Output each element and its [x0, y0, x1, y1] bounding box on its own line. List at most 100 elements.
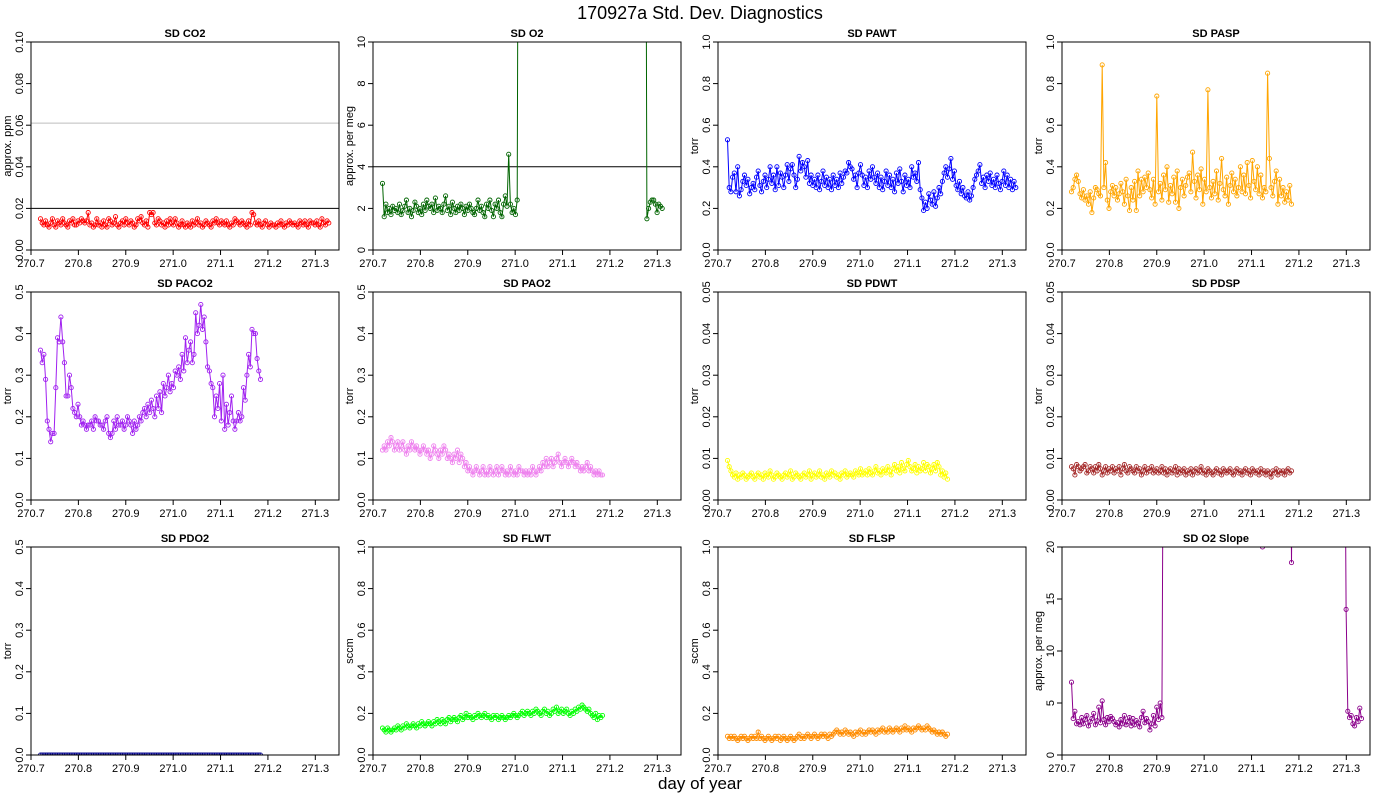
data-point: [116, 752, 122, 755]
data-point: [791, 172, 797, 178]
data-point: [247, 752, 253, 755]
data-point: [43, 752, 49, 755]
data-point: [278, 218, 284, 224]
data-point: [136, 752, 142, 755]
y-tick-label: 0.6: [701, 623, 713, 638]
data-point: [752, 187, 758, 193]
data-point: [502, 472, 508, 478]
y-tick-label: 0.2: [14, 409, 26, 424]
series-line: [727, 139, 1017, 211]
data-point: [1103, 722, 1109, 728]
data-point: [51, 752, 57, 755]
data-point: [257, 376, 264, 382]
data-point: [383, 447, 389, 453]
data-point: [70, 752, 76, 755]
series-line: [1345, 547, 1362, 728]
data-point: [211, 414, 218, 420]
data-point: [41, 222, 47, 228]
y-tick-label: 6: [356, 122, 368, 128]
data-point: [87, 752, 93, 755]
data-point: [492, 468, 498, 474]
data-point: [1254, 164, 1260, 170]
data-point: [235, 752, 241, 755]
data-point: [189, 752, 195, 755]
data-point: [85, 752, 91, 755]
y-tick-label: 1.0: [1045, 34, 1057, 49]
data-point: [1203, 472, 1209, 478]
y-tick-label: 0.5: [356, 284, 368, 299]
data-point: [256, 218, 262, 224]
data-point: [179, 218, 185, 224]
data-point: [441, 201, 447, 207]
data-point: [133, 752, 139, 755]
data-point: [138, 214, 144, 220]
data-point: [1138, 715, 1144, 721]
data-point: [842, 468, 848, 474]
data-point: [1244, 160, 1250, 166]
data-point: [39, 360, 45, 366]
x-tick-label: 270.7: [359, 258, 387, 270]
y-tick-label: 0.4: [14, 326, 26, 341]
data-point: [391, 447, 397, 453]
y-tick-label: 15: [1045, 593, 1057, 605]
data-point: [846, 160, 852, 166]
x-tick-label: 271.1: [549, 508, 577, 520]
data-point: [834, 176, 840, 182]
data-point: [145, 752, 151, 755]
data-point: [242, 752, 248, 755]
data-point: [312, 222, 318, 228]
data-point: [1070, 466, 1076, 472]
data-point: [1241, 172, 1247, 178]
data-point: [460, 455, 466, 461]
x-tick-label: 271.3: [644, 508, 672, 520]
data-point: [893, 170, 899, 176]
data-point: [1200, 201, 1206, 207]
data-point: [478, 468, 484, 474]
data-point: [1080, 721, 1086, 727]
data-point: [220, 752, 226, 755]
data-point: [441, 443, 447, 449]
data-point: [218, 752, 224, 755]
y-tick-label: 0.2: [701, 201, 713, 216]
data-point: [106, 752, 112, 755]
x-tick-label: 270.9: [799, 508, 827, 520]
data-series: [1068, 462, 1295, 480]
data-point: [1242, 191, 1249, 197]
data-point: [186, 347, 192, 353]
data-point: [798, 168, 804, 174]
data-point: [1270, 193, 1276, 199]
x-tick-label: 270.7: [704, 763, 732, 775]
y-tick-label: 0.8: [1045, 76, 1057, 91]
data-point: [1345, 708, 1351, 714]
data-point: [194, 216, 200, 222]
data-point: [254, 356, 260, 362]
series-line: [382, 42, 519, 219]
data-point: [379, 180, 386, 186]
data-point: [897, 166, 903, 172]
data-point: [101, 426, 107, 432]
data-point: [109, 430, 115, 436]
data-point: [1261, 468, 1267, 474]
data-point: [259, 224, 265, 230]
data-point: [1208, 195, 1214, 201]
data-point: [764, 185, 770, 191]
data-point: [184, 752, 190, 755]
y-axis-label: torr: [1033, 137, 1045, 154]
data-point: [1159, 715, 1165, 721]
data-point: [1217, 180, 1223, 186]
data-point: [1210, 178, 1216, 184]
data-point: [141, 752, 148, 755]
x-tick-label: 270.8: [1096, 763, 1124, 775]
x-tick-label: 270.9: [112, 258, 140, 270]
data-point: [48, 752, 54, 755]
data-series: [379, 42, 665, 222]
y-tick-label: 0.2: [701, 706, 713, 721]
y-tick-label: 0.0: [356, 747, 368, 762]
data-point: [750, 180, 756, 186]
data-point: [1219, 472, 1225, 478]
data-point: [760, 476, 766, 482]
chart-title: SD PAWT: [847, 28, 897, 40]
data-point: [210, 385, 216, 391]
x-tick-label: 271.3: [302, 508, 330, 520]
data-point: [420, 443, 426, 449]
